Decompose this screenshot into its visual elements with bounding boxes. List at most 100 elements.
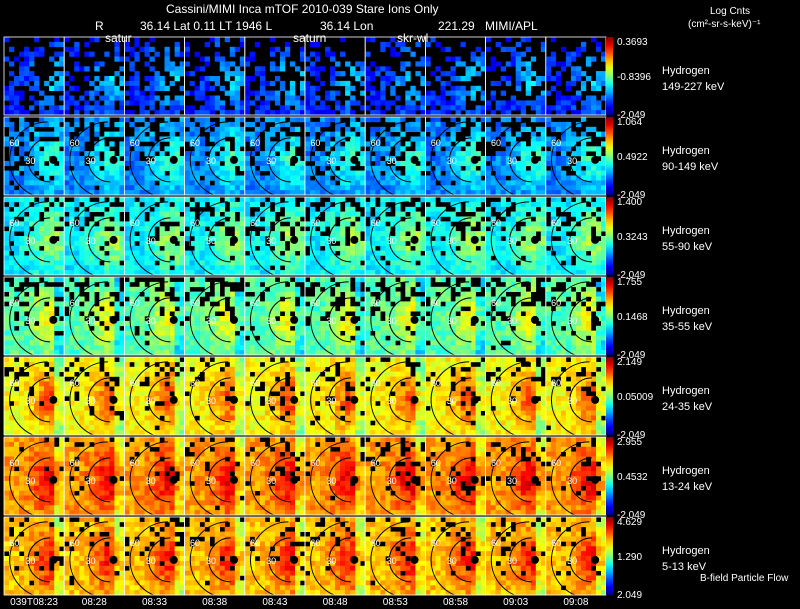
intensity-pixel (330, 270, 336, 276)
intensity-pixel (239, 236, 246, 242)
intensity-pixel (495, 160, 501, 167)
intensity-pixel (99, 340, 105, 346)
intensity-pixel (64, 80, 70, 87)
intensity-pixel (234, 250, 241, 256)
intensity-pixel (450, 201, 456, 208)
intensity-pixel (149, 260, 155, 266)
intensity-pixel (224, 260, 230, 266)
intensity-pixel (385, 190, 391, 196)
intensity-pixel (184, 121, 190, 128)
intensity-pixel (405, 175, 411, 181)
intensity-pixel (591, 250, 597, 256)
intensity-pixel (475, 71, 481, 77)
intensity-pixel (575, 245, 582, 251)
image-panel (184, 117, 246, 196)
intensity-pixel (29, 95, 35, 101)
intensity-pixel (445, 250, 451, 256)
intensity-pixel (174, 41, 180, 48)
intensity-pixel (9, 270, 15, 276)
contour-line (69, 121, 108, 199)
intensity-pixel (390, 37, 396, 43)
intensity-pixel (114, 335, 120, 341)
intensity-pixel (450, 240, 456, 247)
intensity-pixel (279, 260, 286, 266)
intensity-pixel (189, 126, 195, 132)
intensity-pixel (74, 250, 80, 256)
intensity-pixel (284, 51, 291, 57)
intensity-pixel (174, 231, 180, 237)
intensity-pixel (259, 240, 266, 247)
contour-line (69, 201, 108, 279)
intensity-pixel (124, 80, 130, 87)
intensity-pixel (310, 231, 316, 237)
intensity-pixel (184, 236, 190, 242)
intensity-pixel (154, 270, 160, 276)
intensity-pixel (269, 37, 276, 43)
intensity-pixel (560, 151, 567, 157)
intensity-pixel (274, 291, 281, 297)
intensity-pixel (480, 165, 486, 171)
intensity-pixel (109, 131, 115, 137)
intensity-pixel (340, 211, 346, 217)
intensity-pixel (315, 250, 321, 256)
intensity-pixel (470, 175, 476, 181)
intensity-pixel (585, 190, 592, 196)
intensity-pixel (54, 260, 60, 266)
intensity-pixel (420, 100, 426, 106)
image-panel (4, 37, 65, 116)
intensity-pixel (229, 325, 236, 331)
intensity-pixel (254, 236, 261, 242)
intensity-pixel (440, 80, 446, 87)
intensity-pixel (325, 156, 331, 162)
intensity-pixel (4, 325, 10, 331)
intensity-pixel (4, 245, 10, 251)
intensity-pixel (94, 236, 100, 242)
intensity-pixel (475, 260, 481, 266)
intensity-pixel (104, 180, 110, 186)
intensity-pixel (525, 71, 531, 77)
intensity-pixel (310, 61, 316, 67)
intensity-pixel (214, 250, 220, 256)
intensity-pixel (460, 121, 466, 128)
planet-marker (410, 155, 419, 164)
intensity-pixel (515, 170, 521, 176)
intensity-pixel (244, 255, 251, 261)
intensity-pixel (14, 291, 20, 297)
intensity-pixel (169, 131, 175, 137)
intensity-pixel (44, 335, 50, 341)
intensity-pixel (385, 216, 391, 222)
intensity-pixel (54, 231, 60, 237)
intensity-pixel (229, 90, 236, 96)
intensity-pixel (269, 197, 276, 203)
intensity-pixel (340, 245, 346, 251)
intensity-pixel (405, 95, 411, 101)
intensity-pixel (184, 340, 190, 346)
intensity-pixel (34, 350, 40, 356)
intensity-pixel (515, 250, 521, 256)
intensity-pixel (259, 66, 266, 72)
intensity-pixel (14, 100, 20, 106)
intensity-pixel (259, 156, 266, 162)
intensity-pixel (59, 311, 65, 317)
intensity-pixel (129, 201, 135, 208)
intensity-pixel (154, 146, 160, 152)
intensity-pixel (169, 175, 175, 181)
intensity-pixel (395, 211, 401, 217)
intensity-pixel (44, 306, 50, 312)
intensity-pixel (289, 216, 296, 222)
intensity-pixel (54, 105, 60, 111)
intensity-pixel (325, 90, 331, 96)
intensity-pixel (415, 250, 421, 256)
intensity-pixel (520, 126, 526, 132)
intensity-pixel (445, 110, 451, 116)
intensity-pixel (89, 316, 95, 322)
intensity-pixel (29, 320, 35, 327)
intensity-pixel (249, 185, 256, 191)
intensity-pixel (64, 160, 70, 167)
intensity-pixel (300, 90, 306, 96)
intensity-pixel (4, 170, 10, 176)
intensity-pixel (119, 245, 125, 251)
intensity-pixel (274, 281, 281, 288)
intensity-pixel (295, 206, 301, 212)
intensity-pixel (79, 197, 85, 203)
